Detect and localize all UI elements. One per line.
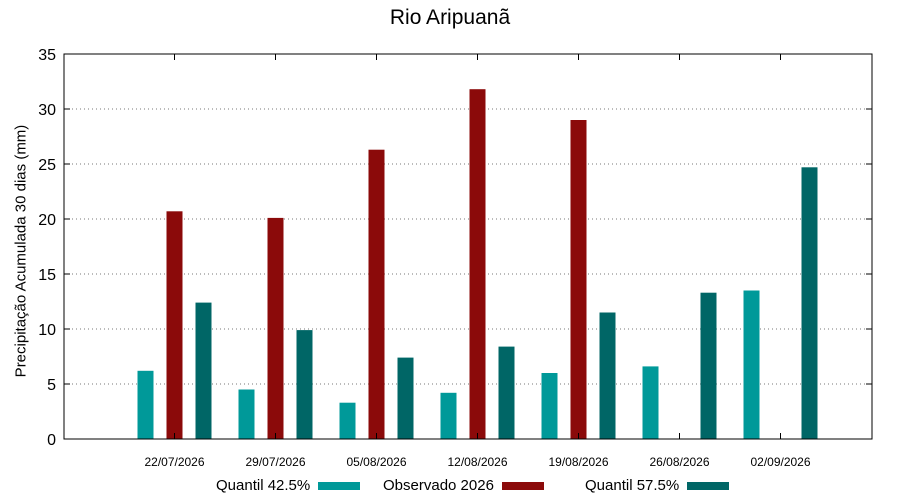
chart-title: Rio Aripuanã xyxy=(389,6,511,29)
bar-quantil-57 xyxy=(397,357,414,439)
bar-quantil-42 xyxy=(440,392,457,439)
x-tick-label: 22/07/2026 xyxy=(144,455,204,469)
legend-swatch-quantil-57 xyxy=(687,481,730,490)
y-tick-label: 20 xyxy=(38,212,56,229)
legend-label-quantil-57: Quantil 57.5% xyxy=(585,477,680,494)
x-tick-label: 12/08/2026 xyxy=(447,455,507,469)
legend-swatch-quantil-42 xyxy=(318,481,361,490)
legend: Quantil 42.5% Observado 2026 Quantil 57.… xyxy=(0,477,900,497)
legend-item-quantil-42: Quantil 42.5% xyxy=(216,477,361,494)
legend-label-observado: Observado 2026 xyxy=(383,477,494,494)
y-tick-label: 30 xyxy=(38,102,56,119)
y-tick-label: 10 xyxy=(38,322,56,339)
bar-quantil-57 xyxy=(498,346,515,439)
bar-observado xyxy=(166,211,183,439)
bar-quantil-57 xyxy=(195,302,212,439)
bar-observado xyxy=(267,217,284,439)
y-tick-label: 5 xyxy=(47,377,56,394)
bar-quantil-42 xyxy=(743,290,760,439)
axis-ticks: 0 5 10 15 20 25 30 35 22/07/2026 29/07/2026 05/08/… xyxy=(38,47,872,469)
legend-item-quantil-57: Quantil 57.5% xyxy=(585,477,730,494)
bar-quantil-57 xyxy=(296,330,313,439)
y-tick-label: 15 xyxy=(38,267,56,284)
bar-observado xyxy=(469,89,486,439)
bar-quantil-42 xyxy=(238,389,255,439)
bar-quantil-42 xyxy=(137,370,154,439)
y-tick-label: 0 xyxy=(47,432,56,449)
gridlines xyxy=(64,108,872,385)
legend-swatch-observado xyxy=(501,481,544,490)
legend-label-quantil-42: Quantil 42.5% xyxy=(216,477,311,494)
x-tick-label: 02/09/2026 xyxy=(750,455,810,469)
bar-quantil-42 xyxy=(339,402,356,439)
bar-quantil-57 xyxy=(599,312,616,439)
bar-quantil-57 xyxy=(700,292,717,439)
bar-quantil-42 xyxy=(541,373,558,439)
bar-observado xyxy=(368,149,385,439)
bar-quantil-42 xyxy=(642,366,659,439)
bars xyxy=(137,89,818,440)
plot-frame xyxy=(63,53,873,440)
x-tick-label: 26/08/2026 xyxy=(649,455,709,469)
x-tick-label: 29/07/2026 xyxy=(245,455,305,469)
x-tick-label: 19/08/2026 xyxy=(548,455,608,469)
y-tick-label: 25 xyxy=(38,157,56,174)
legend-item-observado: Observado 2026 xyxy=(383,477,544,494)
bar-observado xyxy=(570,120,587,439)
bar-quantil-57 xyxy=(801,167,818,440)
y-tick-label: 35 xyxy=(38,47,56,64)
x-tick-label: 05/08/2026 xyxy=(346,455,406,469)
